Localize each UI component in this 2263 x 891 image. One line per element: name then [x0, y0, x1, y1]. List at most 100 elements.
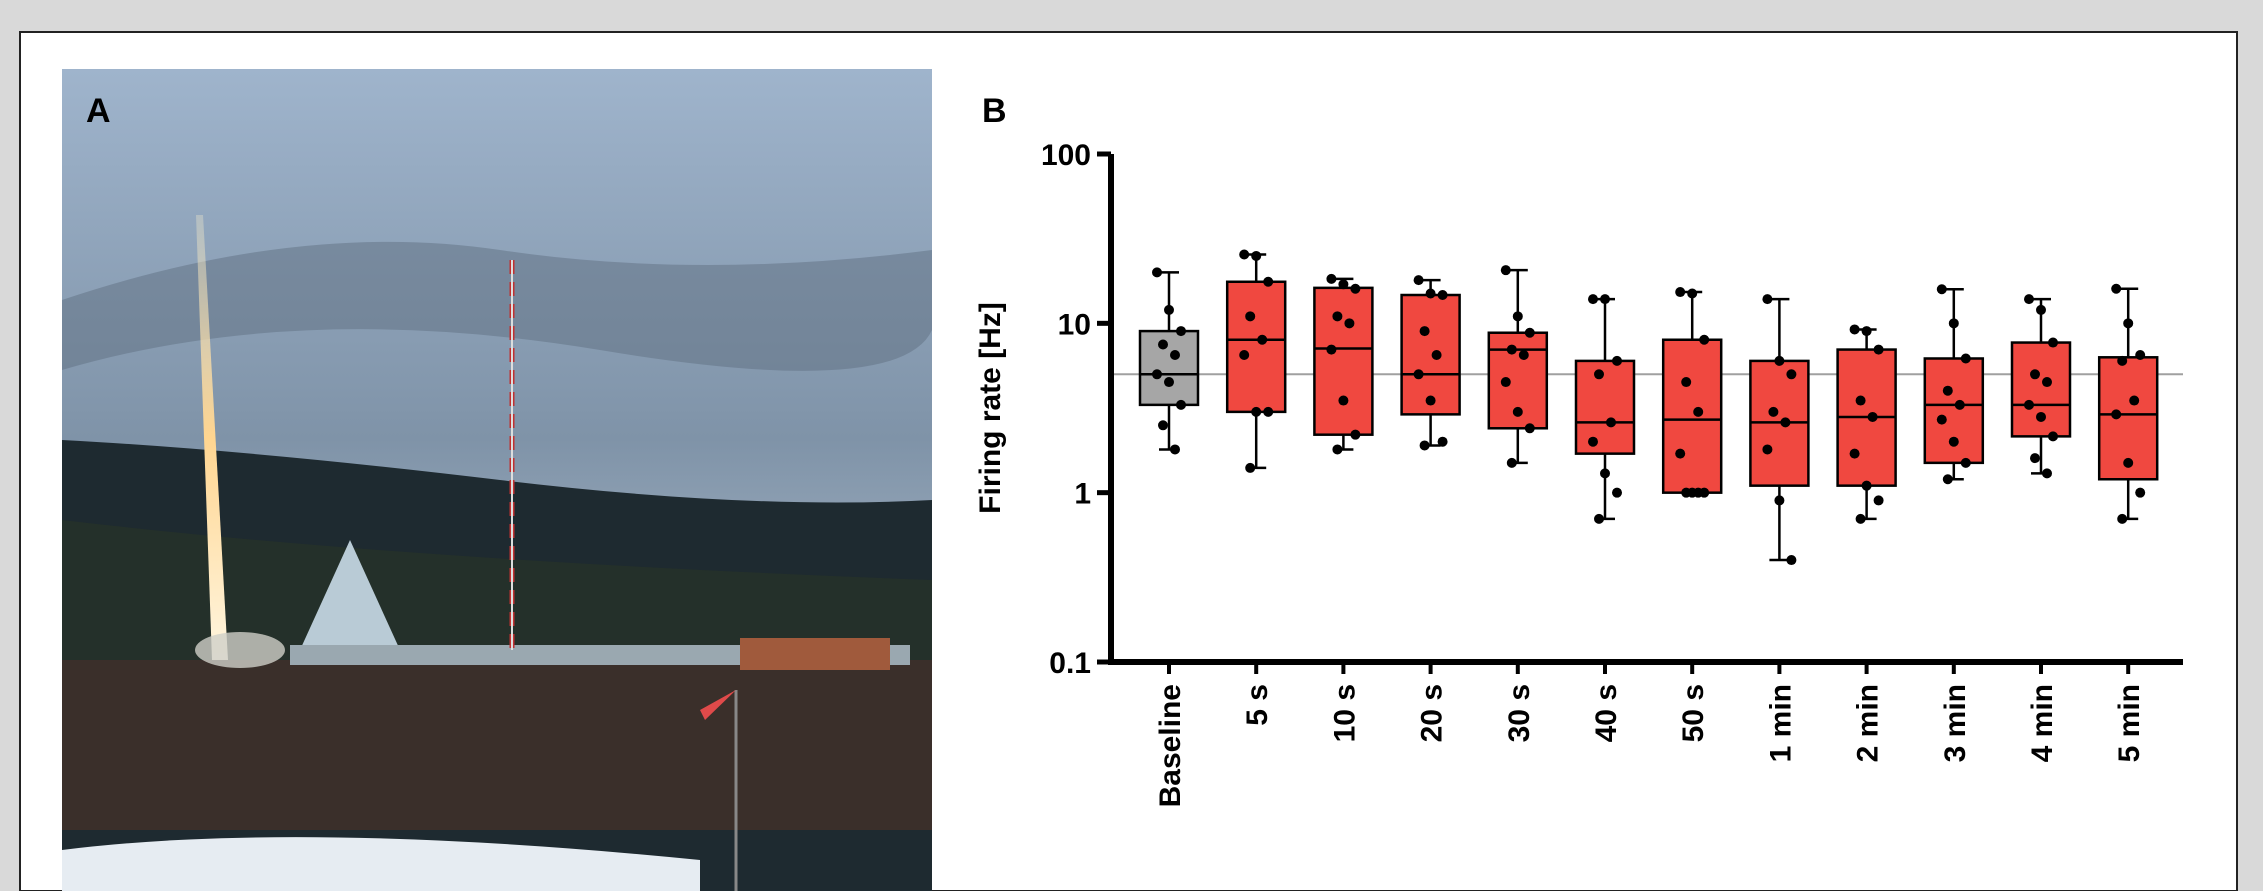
x-tick-label: 1 min [1764, 684, 1797, 762]
x-tick-label: 20 s [1416, 684, 1449, 742]
data-point [1437, 290, 1448, 301]
data-point [1762, 294, 1773, 305]
data-point [1512, 406, 1523, 417]
data-point [1954, 399, 1965, 410]
data-point [1606, 417, 1616, 428]
panel-label: B [982, 92, 1007, 130]
data-point [1873, 495, 1884, 506]
data-point [1681, 487, 1692, 498]
data-point [1413, 275, 1424, 286]
data-point [1245, 311, 1256, 322]
data-point [2036, 411, 2046, 422]
data-point [1699, 334, 1710, 345]
data-point [1687, 288, 1698, 299]
data-point [1338, 279, 1349, 290]
box [1313, 286, 1374, 436]
box [1574, 359, 1636, 455]
data-point [1849, 324, 1860, 335]
y-tick-label: 10 [1058, 308, 1091, 341]
box [1138, 329, 1200, 407]
data-point [2111, 409, 2122, 420]
data-point [1873, 344, 1884, 355]
data-point [1425, 288, 1436, 299]
data-point [1524, 327, 1535, 338]
data-point [1350, 429, 1361, 440]
data-point [1152, 369, 1162, 380]
data-point [1164, 304, 1174, 315]
data-point [1263, 406, 1274, 417]
data-point [1861, 480, 1872, 491]
x-tick-label: 30 s [1503, 684, 1536, 742]
y-tick-label: 1 [1074, 478, 1091, 511]
data-point [1780, 417, 1791, 428]
data-point [2042, 377, 2052, 388]
data-point [1239, 350, 1250, 361]
data-point [1500, 265, 1511, 276]
data-point [1413, 369, 1424, 380]
data-point [1152, 267, 1162, 278]
data-point [1861, 326, 1872, 337]
data-point [1948, 436, 1959, 447]
data-point [1960, 353, 1971, 364]
data-point [1867, 411, 1878, 422]
data-point [1164, 377, 1174, 388]
x-tick-label: 40 s [1590, 684, 1623, 742]
data-point [1176, 399, 1186, 410]
data-point [1419, 326, 1430, 337]
y-tick-label: 0.1 [1049, 647, 1091, 680]
data-point [1855, 395, 1866, 406]
data-point [2030, 453, 2040, 464]
x-tick-label: 3 min [1939, 684, 1972, 762]
data-point [1960, 457, 1971, 468]
x-tick-label: 10 s [1328, 684, 1361, 742]
data-point [1158, 339, 1168, 350]
data-point [1257, 334, 1268, 345]
data-point [2111, 283, 2122, 294]
data-point [1849, 448, 1860, 459]
data-point [1762, 444, 1773, 455]
box [1400, 293, 1461, 416]
data-point [1437, 436, 1448, 447]
data-point [1326, 273, 1337, 284]
data-point [2117, 355, 2128, 366]
x-tick-label: 4 min [2026, 684, 2059, 762]
y-tick-label: 100 [1041, 139, 1091, 172]
data-point [1675, 287, 1686, 298]
data-point [1936, 414, 1947, 425]
data-point [1245, 462, 1256, 473]
data-point [1419, 440, 1430, 451]
data-point [2024, 399, 2034, 410]
data-point [1936, 284, 1947, 295]
data-point [2042, 468, 2052, 479]
photo [62, 69, 932, 891]
box [1661, 338, 1723, 494]
data-point [1588, 436, 1598, 447]
data-point [1942, 385, 1953, 396]
data-point [1251, 406, 1262, 417]
x-tick-label: 2 min [1852, 684, 1885, 762]
box [1923, 357, 1985, 465]
data-point [1524, 423, 1535, 434]
data-point [1855, 513, 1866, 524]
data-point [1263, 276, 1274, 287]
x-tick-label: 5 s [1241, 684, 1274, 726]
data-point [2117, 513, 2128, 524]
data-point [1693, 487, 1704, 498]
data-point [2123, 318, 2134, 329]
data-point [1176, 326, 1186, 337]
data-point [1338, 395, 1349, 406]
data-point [1675, 448, 1686, 459]
data-point [1425, 395, 1436, 406]
data-point [2129, 395, 2140, 406]
data-point [1594, 369, 1604, 380]
data-point [1612, 487, 1622, 498]
data-point [1344, 318, 1355, 329]
data-point [1512, 311, 1523, 322]
data-point [1431, 350, 1442, 361]
data-point [1251, 250, 1262, 261]
data-point [1500, 377, 1511, 388]
data-point [1693, 406, 1704, 417]
data-point [1518, 350, 1529, 361]
y-axis-label: Firing rate [Hz] [974, 302, 1007, 514]
data-point [1681, 377, 1692, 388]
